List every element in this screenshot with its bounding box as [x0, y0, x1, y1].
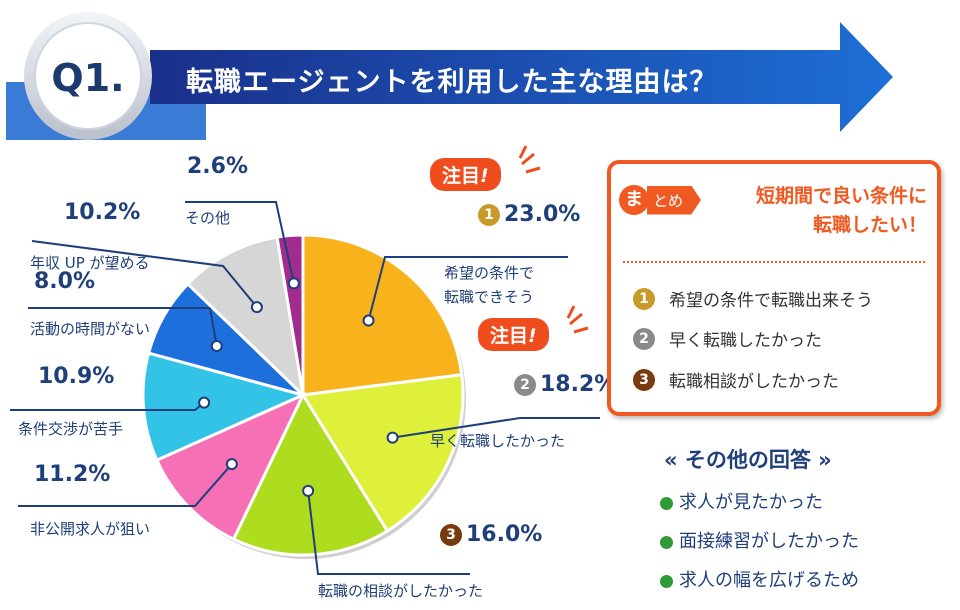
question-title: 転職エージェントを利用した主な理由は？	[186, 67, 718, 98]
summary-lead: 短期間で良い条件に 転職したい！	[727, 182, 927, 240]
summary-lead-line: 短期間で良い条件に	[755, 185, 927, 207]
bullet-dot	[660, 496, 673, 510]
leader-dot	[302, 484, 315, 497]
leader-dot	[225, 458, 238, 471]
other-answer-item: 求人が見たかった	[660, 488, 823, 514]
notice-text: 注目	[442, 165, 481, 187]
notice-body: 注目!	[478, 318, 549, 351]
slice-label: 活動の時間がない	[30, 320, 151, 338]
slice-percentage: 11.2%	[34, 462, 110, 487]
pie-slice	[301, 233, 464, 397]
other-answer-item: 面接練習がしたかった	[660, 527, 859, 553]
slice-label: 早く転職したかった	[430, 432, 566, 450]
leader-line	[392, 417, 600, 439]
summary-ma: ま	[619, 185, 649, 215]
slice-percentage-text: 23.0%	[504, 202, 581, 227]
other-answers-title: « その他の回答 »	[664, 448, 832, 472]
summary-item: 1 希望の条件で転職出来そう	[633, 286, 873, 311]
rank-badge: 1	[633, 287, 655, 310]
slice-percentage-text: 10.2%	[64, 200, 141, 225]
leader-dot	[210, 340, 223, 353]
slice-percentage: 2 18.2%	[514, 372, 616, 397]
slice-label: 転職できそう	[444, 288, 535, 306]
pie-slice	[300, 373, 465, 534]
notice-body: 注目!	[430, 158, 501, 191]
slice-percentage: 3 16.0%	[440, 522, 542, 547]
pie-slice	[275, 233, 305, 396]
summary-lead-line: 転職したい！	[812, 214, 927, 236]
slice-percentage-text: 16.0%	[466, 522, 543, 547]
slice-percentage-text: 8.0%	[34, 269, 96, 294]
slice-label: その他	[185, 209, 231, 227]
other-answer-text: 求人の幅を広げるため	[679, 570, 859, 591]
slice-label: 非公開求人が狙い	[30, 520, 151, 538]
leader-line	[31, 240, 258, 308]
leader-line	[18, 463, 233, 507]
summary-divider	[623, 261, 925, 263]
question-badge: Q1.	[51, 56, 125, 100]
other-answer-item: 求人の幅を広げるため	[660, 566, 859, 592]
rank-badge: 2	[633, 327, 655, 350]
slice-label: 転職の相談がしたかった	[318, 582, 484, 600]
slice-label: 条件交渉が苦手	[18, 420, 124, 438]
slice-percentage: 10.9%	[38, 364, 114, 389]
badge-inner	[34, 22, 142, 130]
slice-percentage: 8.0%	[34, 269, 95, 294]
other-answer-text: 求人が見たかった	[679, 492, 823, 513]
leader-dot	[362, 314, 375, 327]
summary-item-text: 希望の条件で転職出来そう	[669, 291, 873, 311]
rank-badge: 3	[633, 368, 655, 391]
notice-ray	[518, 145, 528, 159]
pie-slice	[185, 235, 306, 400]
bullet-dot	[660, 535, 673, 549]
pie-slice	[231, 391, 390, 557]
notice-text: 注目	[490, 325, 529, 347]
notice-ray	[573, 326, 589, 334]
notice-exclamation: !	[528, 325, 537, 347]
leader-dot	[250, 301, 263, 314]
slice-percentage-text: 10.9%	[38, 364, 115, 389]
leader-line	[185, 201, 295, 284]
slice-percentage-text: 11.2%	[34, 462, 111, 487]
rank-badge: 1	[478, 204, 500, 226]
notice-rays-icon	[518, 145, 541, 174]
summary-item-text: 早く転職したかった	[669, 331, 822, 351]
header-banner	[6, 12, 893, 140]
summary-box: ま とめ 短期間で良い条件に 転職したい！ 1 希望の条件で転職出来そう 2 早…	[607, 160, 941, 416]
leader-dot	[287, 277, 300, 290]
slice-percentage: 1 23.0%	[478, 202, 580, 227]
notice-ray	[521, 152, 535, 166]
notice-rays-icon	[566, 305, 589, 334]
leader-line	[367, 256, 568, 321]
other-answer-text: 面接練習がしたかった	[679, 531, 859, 552]
notice-ray	[569, 312, 583, 326]
notice-ray	[566, 305, 576, 319]
leader-line	[307, 490, 470, 575]
slice-percentage: 2.6%	[187, 154, 248, 179]
slice-percentage-text: 2.6%	[187, 154, 249, 179]
summary-tome: とめ	[647, 185, 702, 215]
notice-ray	[525, 166, 541, 174]
slice-percentage: 10.2%	[64, 200, 140, 225]
banner-arrow	[150, 22, 893, 132]
rank-badge: 2	[514, 374, 536, 396]
slice-label: 希望の条件で	[444, 264, 535, 282]
leader-dot	[198, 396, 211, 409]
slice-percentage-text: 18.2%	[540, 372, 617, 397]
rank-badge: 3	[440, 524, 462, 546]
notice-exclamation: !	[480, 165, 489, 187]
pie-slice	[141, 351, 308, 463]
summary-item: 3 転職相談がしたかった	[633, 367, 839, 392]
notice-tag: 注目!	[430, 158, 501, 191]
summary-item: 2 早く転職したかった	[633, 326, 822, 351]
leader-dot	[386, 431, 399, 444]
bullet-dot	[660, 574, 673, 588]
notice-tag: 注目!	[478, 318, 549, 351]
summary-heading: ま とめ	[619, 184, 702, 216]
leader-line	[28, 307, 218, 347]
slice-label: 年収 UP が望める	[30, 254, 150, 272]
summary-item-text: 転職相談がしたかった	[669, 372, 839, 392]
